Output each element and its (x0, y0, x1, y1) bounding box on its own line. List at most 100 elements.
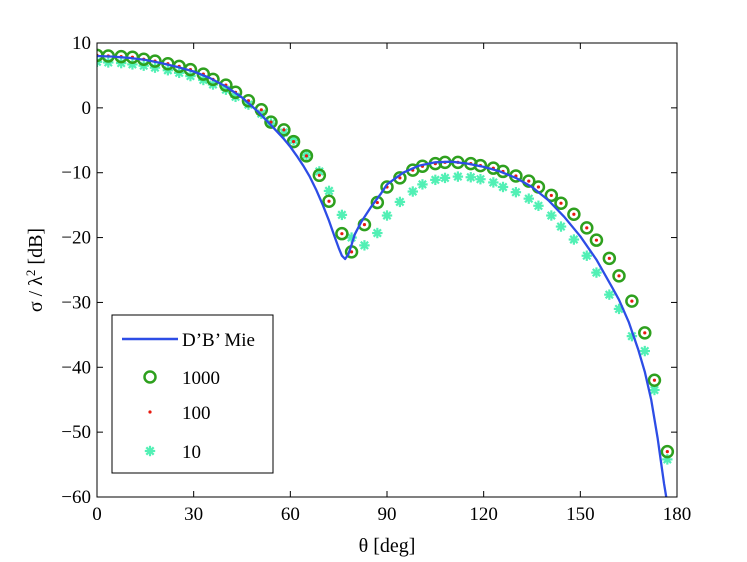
point-1000 (286, 134, 301, 149)
point-1000 (625, 294, 639, 308)
x-axis-label: θ [deg] (359, 535, 416, 557)
point-100 (327, 199, 331, 203)
point-1000 (612, 269, 626, 283)
point-100 (375, 200, 379, 205)
point-1000 (554, 196, 568, 210)
point-100 (617, 274, 621, 278)
legend-100-marker (148, 410, 152, 414)
point-100 (665, 450, 669, 454)
point-10 (452, 171, 464, 182)
point-100 (398, 176, 402, 180)
point-10 (591, 267, 602, 278)
legend-10-star (144, 445, 156, 457)
point-10 (533, 200, 544, 211)
legend-box (111, 314, 274, 474)
point-1000 (638, 326, 652, 340)
point-10 (546, 210, 557, 221)
point-10 (439, 172, 451, 184)
point-1000 (241, 93, 256, 108)
point-10 (336, 209, 348, 221)
point-1000 (228, 85, 243, 100)
point-100 (349, 250, 354, 254)
y-tick-label: −20 (61, 228, 91, 249)
point-100 (259, 108, 263, 112)
point-10 (323, 185, 335, 197)
point-10 (497, 181, 509, 193)
point-1000 (544, 188, 559, 203)
series-d-b-mie (97, 54, 668, 497)
point-100 (594, 238, 599, 242)
y-tick-label: −50 (61, 422, 91, 443)
y-axis-label-unit: [dB] (25, 228, 47, 270)
y-axis-label: σ / λ2 [dB] (23, 228, 48, 312)
point-100 (340, 232, 344, 236)
point-1000 (660, 444, 675, 459)
point-1000 (647, 373, 662, 388)
point-10 (568, 234, 580, 245)
point-100 (630, 299, 634, 303)
point-100 (536, 185, 541, 189)
point-100 (559, 201, 563, 205)
legend-label-mie: D’B’ Mie (182, 330, 255, 351)
point-10 (372, 227, 383, 239)
point-10 (465, 172, 476, 183)
point-1000 (277, 123, 291, 137)
point-1000 (567, 207, 581, 221)
point-1000 (335, 226, 349, 241)
point-100 (607, 256, 611, 260)
point-100 (362, 223, 367, 227)
point-100 (572, 212, 576, 216)
legend: D’B’ Mie 1000 100 10 (111, 314, 274, 474)
point-10 (359, 240, 370, 251)
x-tick-label: 0 (92, 504, 102, 525)
y-tick-label: −60 (61, 487, 91, 508)
point-1000 (264, 115, 278, 129)
point-10 (407, 186, 418, 197)
point-10 (639, 345, 650, 357)
point-1000 (589, 233, 604, 247)
legend-1000-marker (143, 370, 157, 384)
point-100 (317, 173, 321, 177)
point-1000 (299, 149, 314, 163)
point-10 (417, 179, 428, 190)
point-1000 (206, 72, 220, 87)
point-100 (652, 378, 657, 382)
legend-label-1000: 1000 (182, 368, 220, 389)
legend-10-marker (144, 445, 156, 457)
point-10 (394, 196, 406, 208)
point-10 (604, 289, 615, 300)
y-axis-label-sup: 2 (23, 270, 38, 277)
point-1000 (602, 251, 617, 266)
x-tick-label: 90 (378, 504, 397, 525)
point-1000 (219, 78, 233, 92)
point-10 (381, 210, 393, 221)
y-tick-label: −30 (61, 292, 91, 313)
point-100 (643, 331, 647, 335)
legend-label-10: 10 (182, 442, 201, 463)
point-100 (304, 154, 309, 158)
point-100 (282, 128, 286, 132)
point-10 (555, 221, 567, 232)
point-1000 (312, 168, 327, 183)
y-tick-label: 0 (82, 98, 92, 119)
point-100 (527, 179, 531, 183)
point-100 (291, 139, 296, 144)
x-tick-label: 180 (663, 504, 692, 525)
point-1000 (322, 194, 336, 209)
point-100 (585, 226, 589, 230)
y-tick-label: −40 (61, 357, 91, 378)
x-tick-label: 150 (566, 504, 595, 525)
x-tick-label: 120 (469, 504, 498, 525)
data-series (97, 48, 675, 497)
point-10 (475, 174, 486, 185)
x-tick-label: 60 (281, 504, 300, 525)
point-10 (488, 177, 499, 188)
mie-curve (97, 54, 668, 497)
point-1000 (380, 180, 394, 194)
y-tick-label: −10 (61, 163, 91, 184)
x-tick-label: 30 (184, 504, 203, 525)
legend-label-100: 100 (182, 403, 211, 424)
point-10 (510, 186, 522, 198)
point-1000 (580, 221, 594, 235)
